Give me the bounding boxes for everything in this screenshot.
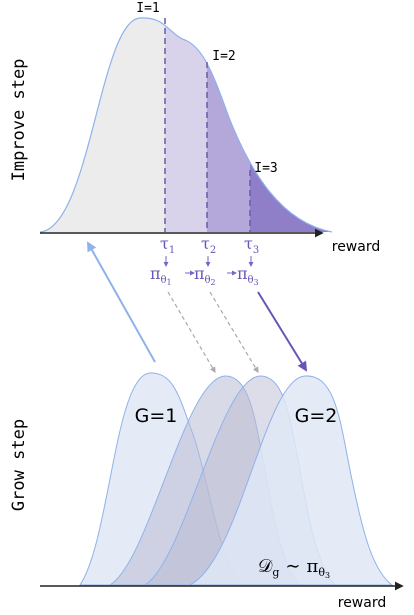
arrow-dashed bbox=[209, 291, 259, 374]
improve-distribution bbox=[40, 17, 332, 232]
threshold-label: I=1 bbox=[136, 1, 159, 16]
policy: πθ1 bbox=[150, 264, 172, 287]
threshold-label: I=3 bbox=[254, 161, 277, 176]
grow-label: Grow step bbox=[9, 419, 29, 511]
policy: πθ3 bbox=[237, 264, 259, 287]
taus: τ1 τ2 τ3 bbox=[160, 234, 259, 256]
improve-label: Improve step bbox=[9, 59, 29, 182]
policy: πθ2 bbox=[194, 264, 216, 287]
dataset-label: 𝒟g ∼ πθ3 bbox=[258, 556, 330, 580]
tau: τ2 bbox=[201, 234, 216, 256]
arrow-dashed bbox=[167, 291, 216, 374]
policies: πθ1 πθ2 πθ3 bbox=[150, 264, 259, 287]
threshold-label: I=2 bbox=[212, 49, 235, 64]
axis-label: reward bbox=[332, 239, 381, 255]
improve-curve bbox=[39, 17, 333, 233]
tau: τ1 bbox=[160, 234, 175, 256]
g1-label: G=1 bbox=[135, 405, 178, 427]
g2-label: G=2 bbox=[295, 405, 338, 427]
g2-curve bbox=[189, 375, 394, 586]
arrow-up bbox=[87, 241, 156, 363]
tau-arrows bbox=[163, 256, 254, 276]
tau: τ3 bbox=[244, 234, 259, 256]
axis-label: reward bbox=[338, 595, 387, 611]
thresholds bbox=[164, 18, 251, 232]
arrow-down bbox=[257, 291, 308, 372]
